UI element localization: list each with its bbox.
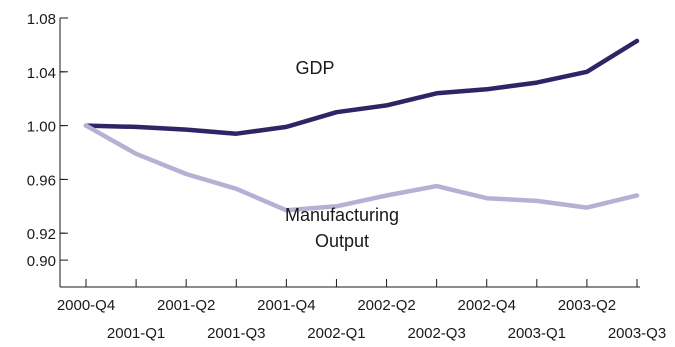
chart-series bbox=[83, 38, 640, 213]
series-label-manufacturing-output: Manufacturing bbox=[285, 205, 399, 225]
y-tick-label: 0.92 bbox=[27, 226, 56, 243]
y-tick-label: 1.00 bbox=[27, 119, 56, 136]
x-tick-label: 2003-Q3 bbox=[608, 325, 666, 342]
x-tick-label: 2002-Q2 bbox=[357, 297, 415, 314]
x-tick-label: 2001-Q4 bbox=[257, 297, 315, 314]
x-tick-label: 2000-Q4 bbox=[57, 297, 115, 314]
series-label-gdp: GDP bbox=[295, 58, 334, 78]
chart-ticks: 1.08 1.04 1.00 0.96 0.92 0.90 2000-Q4 2001-Q1 20… bbox=[27, 11, 666, 342]
series-line-0 bbox=[83, 38, 640, 136]
chart-axes bbox=[59, 18, 640, 288]
y-tick-label: 0.90 bbox=[27, 253, 56, 270]
x-tick-label: 2001-Q2 bbox=[157, 297, 215, 314]
series-labels: GDP Manufacturing Output bbox=[285, 58, 399, 251]
x-tick-label: 2003-Q1 bbox=[508, 325, 566, 342]
series-line-1 bbox=[83, 123, 640, 213]
y-tick-label: 0.96 bbox=[27, 172, 56, 189]
x-tick-label: 2002-Q3 bbox=[407, 325, 465, 342]
series-label-manufacturing-output: Output bbox=[315, 231, 369, 251]
x-tick-label: 2003-Q2 bbox=[558, 297, 616, 314]
x-tick-label: 2002-Q4 bbox=[458, 297, 516, 314]
x-tick-label: 2002-Q1 bbox=[307, 325, 365, 342]
x-tick-label: 2001-Q1 bbox=[107, 325, 165, 342]
y-tick-label: 1.08 bbox=[27, 11, 56, 28]
x-tick-label: 2001-Q3 bbox=[207, 325, 265, 342]
y-tick-label: 1.04 bbox=[27, 65, 56, 82]
